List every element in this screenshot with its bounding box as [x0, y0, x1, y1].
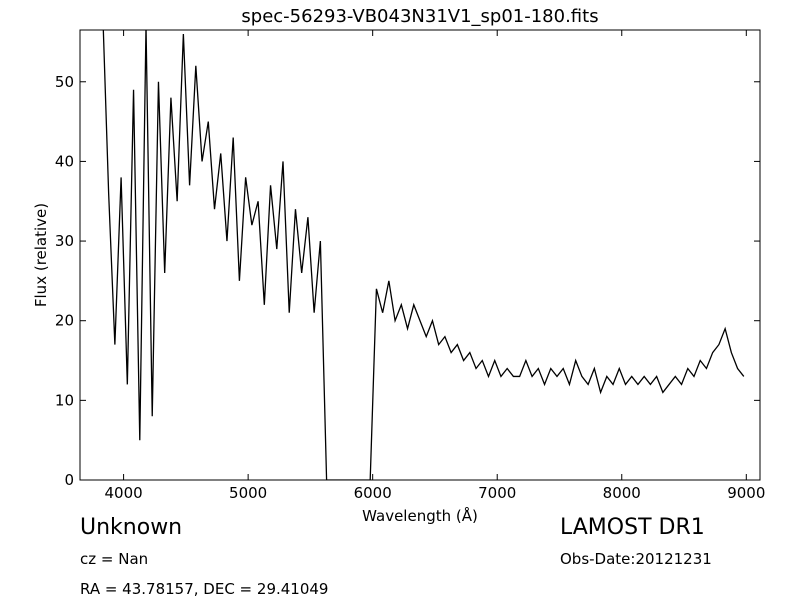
annotation: cz = Nan — [80, 550, 148, 568]
x-tick-label: 7000 — [478, 484, 516, 502]
chart-title: spec-56293-VB043N31V1_sp01-180.fits — [241, 6, 598, 27]
y-tick-label: 20 — [55, 312, 74, 330]
y-axis-label: Flux (relative) — [32, 203, 50, 307]
annotation: Unknown — [80, 515, 182, 540]
x-tick-label: 4000 — [104, 484, 142, 502]
annotation: Obs-Date:20121231 — [560, 550, 712, 568]
y-tick-label: 30 — [55, 232, 74, 250]
y-tick-label: 40 — [55, 152, 74, 170]
x-tick-label: 8000 — [603, 484, 641, 502]
annotation: RA = 43.78157, DEC = 29.41049 — [80, 580, 328, 598]
x-tick-label: 5000 — [229, 484, 267, 502]
y-tick-label: 10 — [55, 391, 74, 409]
x-tick-label: 9000 — [727, 484, 765, 502]
annotation: LAMOST DR1 — [560, 515, 705, 540]
x-axis-label: Wavelength (Å) — [362, 506, 478, 525]
spectrum-line — [102, 30, 745, 480]
plot-frame — [79, 29, 761, 481]
y-tick-label: 0 — [64, 471, 74, 489]
x-tick-label: 6000 — [354, 484, 392, 502]
y-tick-label: 50 — [55, 73, 74, 91]
